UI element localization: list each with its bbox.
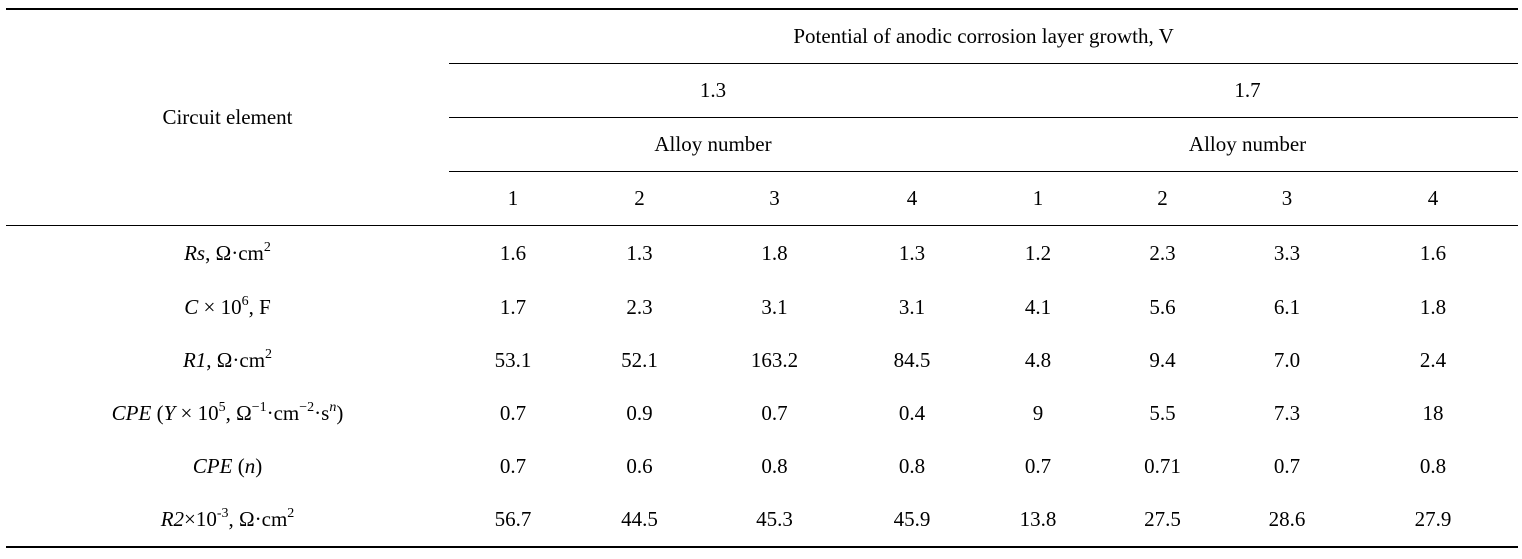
- cell-value: 9.4: [1149, 348, 1176, 372]
- row-label-r2: R2×10-3, Ω·cm2: [160, 506, 295, 532]
- alloy-number-header-2: Alloy number: [977, 117, 1519, 172]
- cell-value: 1.6: [1419, 241, 1447, 265]
- cell-value: 0.8: [1419, 454, 1447, 478]
- cell-value: 53.1: [494, 348, 532, 372]
- cell-value: 7.3: [1273, 401, 1301, 425]
- cell-value: 0.7: [761, 401, 788, 425]
- group-header: Potential of anodic corrosion layer grow…: [449, 9, 1519, 64]
- cell-value: 28.6: [1268, 507, 1306, 531]
- cell-value: 3.3: [1273, 241, 1301, 265]
- row-label-c: C × 106, F: [184, 294, 271, 320]
- cell-value: 5.6: [1149, 295, 1176, 319]
- row-header: Circuit element: [6, 9, 449, 226]
- cell-value: 7.0: [1273, 348, 1301, 372]
- cell-value: 0.4: [898, 401, 926, 425]
- cell-value: 0.71: [1144, 454, 1181, 478]
- alloy-number-header-1: Alloy number: [449, 117, 977, 172]
- cell-value: 2.3: [1149, 241, 1176, 265]
- cell-value: 0.7: [1273, 454, 1301, 478]
- cell-value: 44.5: [621, 507, 658, 531]
- cell-value: 5.5: [1149, 401, 1176, 425]
- cell-value: 52.1: [621, 348, 658, 372]
- cell-value: 163.2: [750, 348, 799, 372]
- cell-value: 2.3: [626, 295, 653, 319]
- cell-value: 9: [1032, 401, 1044, 425]
- cell-value: 3.1: [898, 295, 926, 319]
- cell-value: 0.7: [1024, 454, 1052, 478]
- cell-value: 1.3: [626, 241, 653, 265]
- row-label-r1: R1, Ω·cm2: [182, 347, 273, 373]
- alloy-col-header: 1: [1032, 186, 1044, 210]
- row-label-cpe-y: CPE (Y × 105, Ω−1·cm−2·sn): [111, 400, 344, 426]
- cell-value: 1.6: [499, 241, 527, 265]
- cell-value: 0.8: [761, 454, 788, 478]
- cell-value: 56.7: [494, 507, 532, 531]
- cell-value: 1.8: [761, 241, 788, 265]
- data-table-container: Circuit element Potential of anodic corr…: [6, 8, 1519, 548]
- table-row: C × 106, F 1.7 2.3 3.1 3.1 4.1 5.6 6.1 1…: [6, 281, 1518, 334]
- cell-value: 27.5: [1144, 507, 1181, 531]
- alloy-col-header: 2: [1157, 186, 1168, 210]
- potential-header-1: 1.3: [449, 63, 977, 118]
- cell-value: 2.4: [1419, 348, 1447, 372]
- table-row: Rs, Ω·cm2 1.6 1.3 1.8 1.3 1.2 2.3 3.3 1.…: [6, 226, 1518, 282]
- cell-value: 13.8: [1019, 507, 1057, 531]
- cell-value: 0.6: [626, 454, 653, 478]
- table-row: R2×10-3, Ω·cm2 56.7 44.5 45.3 45.9 13.8 …: [6, 493, 1519, 547]
- cell-value: 27.9: [1414, 507, 1452, 531]
- cell-value: 1.7: [499, 295, 527, 319]
- cell-value: 45.3: [756, 507, 793, 531]
- alloy-col-header: 4: [906, 186, 918, 210]
- cell-value: 1.2: [1024, 241, 1052, 265]
- cell-value: 0.9: [626, 401, 653, 425]
- potential-header-2: 1.7: [977, 63, 1519, 118]
- alloy-col-header: 3: [1281, 186, 1293, 210]
- table-row: CPE (Y × 105, Ω−1·cm−2·sn) 0.7 0.9 0.7 0…: [6, 387, 1518, 440]
- row-label-cpe-n: CPE (n): [192, 454, 263, 478]
- alloy-col-header: 3: [769, 186, 780, 210]
- table-row: R1, Ω·cm2 53.1 52.1 163.2 84.5 4.8 9.4 7…: [6, 334, 1518, 387]
- impedance-parameters-table: Circuit element Potential of anodic corr…: [6, 8, 1519, 548]
- cell-value: 1.3: [898, 241, 926, 265]
- cell-value: 1.8: [1419, 295, 1447, 319]
- cell-value: 0.7: [499, 454, 527, 478]
- cell-value: 6.1: [1273, 295, 1301, 319]
- cell-value: 4.1: [1024, 295, 1052, 319]
- alloy-col-header: 4: [1427, 186, 1439, 210]
- cell-value: 84.5: [893, 348, 931, 372]
- alloy-col-header: 1: [507, 186, 519, 210]
- row-label-rs: Rs, Ω·cm2: [184, 240, 271, 266]
- cell-value: 0.8: [898, 454, 926, 478]
- alloy-col-header: 2: [634, 186, 645, 210]
- cell-value: 4.8: [1024, 348, 1052, 372]
- cell-value: 3.1: [761, 295, 788, 319]
- table-row: CPE (n) 0.7 0.6 0.8 0.8 0.7 0.71 0.7 0.8: [6, 440, 1518, 493]
- cell-value: 0.7: [499, 401, 527, 425]
- cell-value: 18: [1422, 401, 1444, 425]
- cell-value: 45.9: [893, 507, 931, 531]
